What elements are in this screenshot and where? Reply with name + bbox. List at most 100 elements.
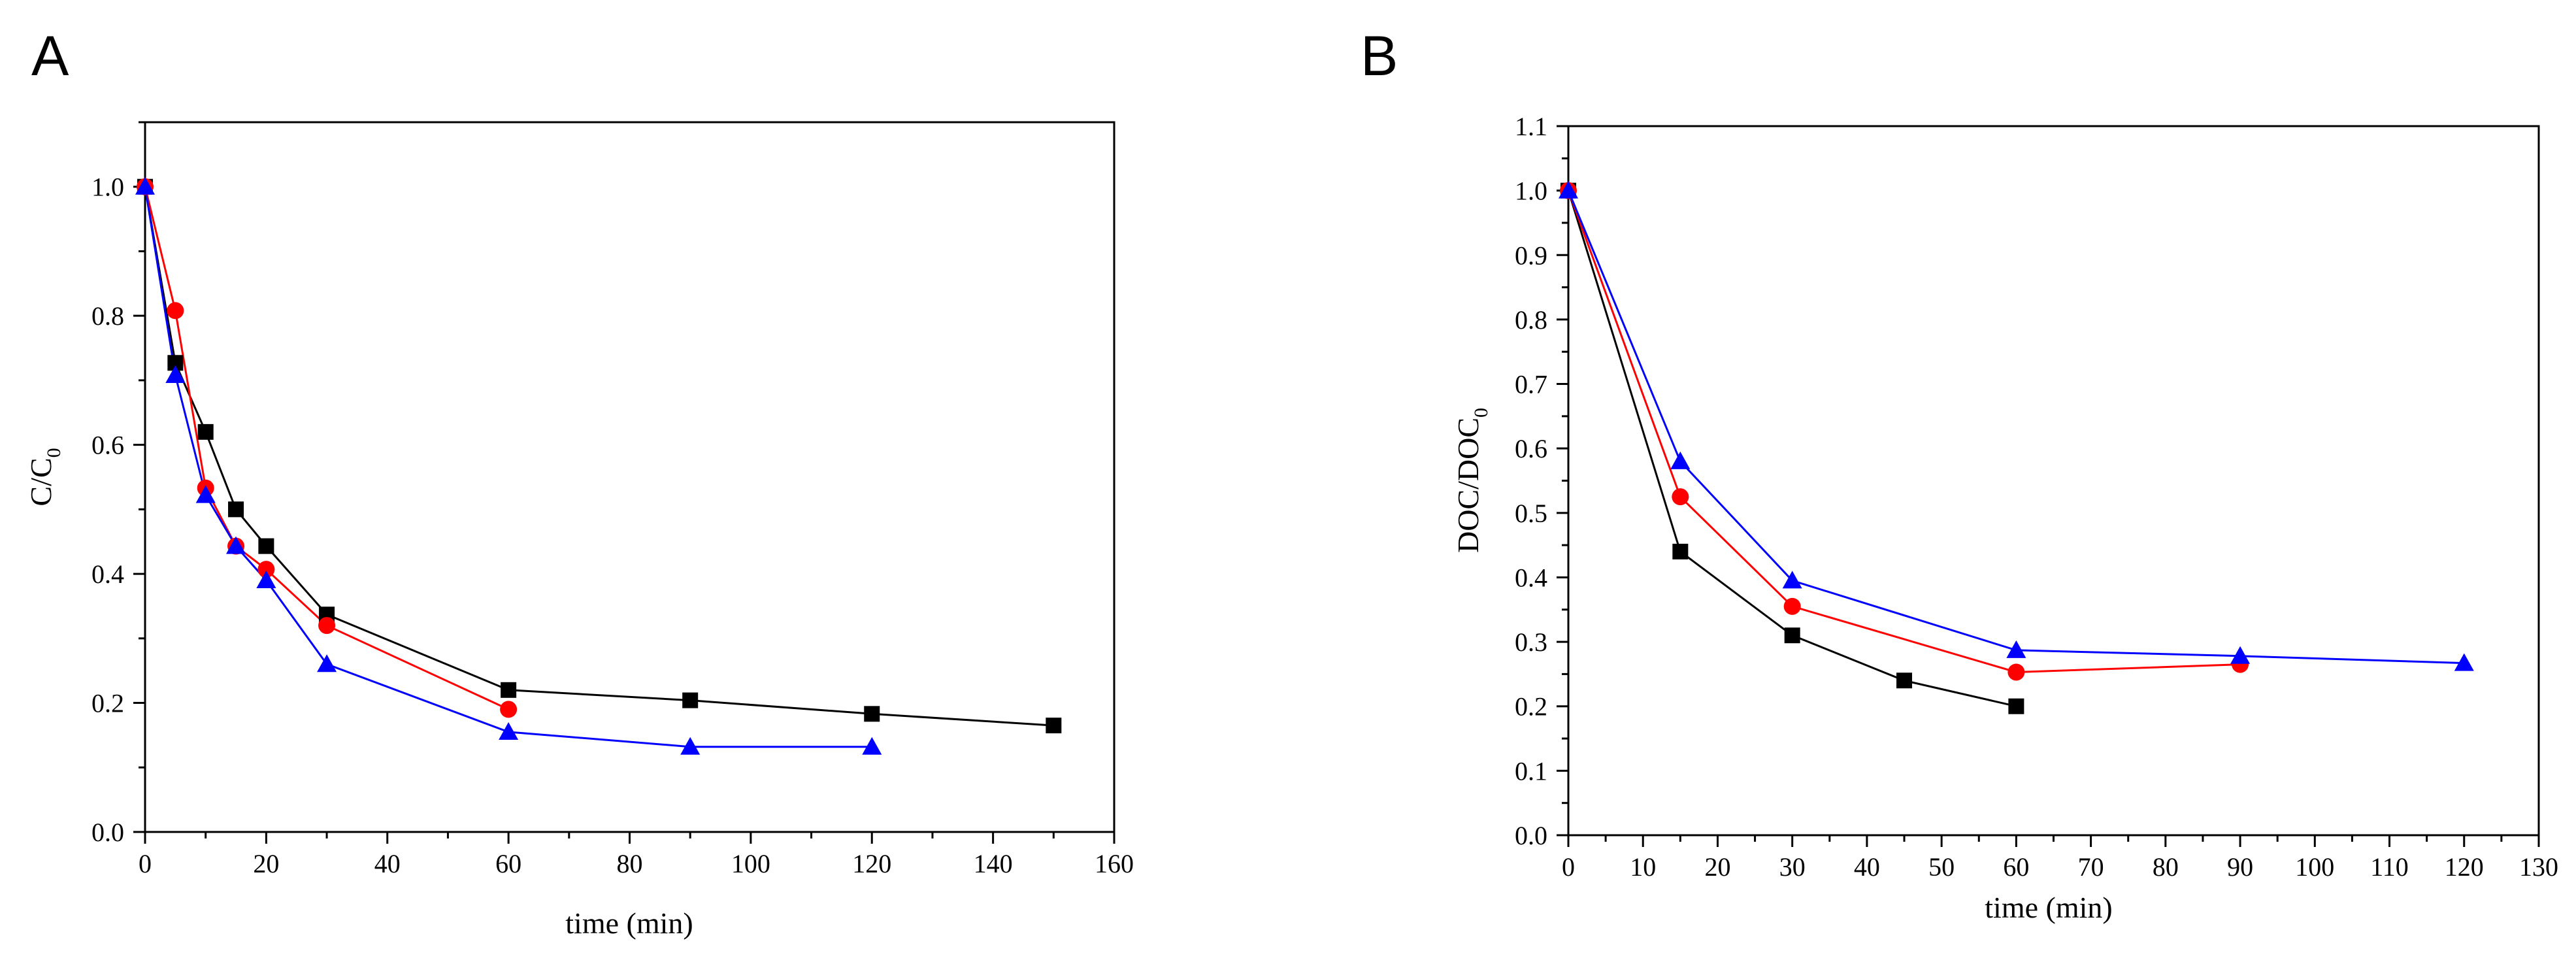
x-tick-label-a-6: 120 <box>852 849 891 878</box>
y-tick-label-a-4: 0.8 <box>91 301 124 331</box>
series-line-a-0 <box>144 186 1054 727</box>
point-b-2-5 <box>2454 653 2474 671</box>
x-tick-label-b-13: 130 <box>2519 852 2558 882</box>
series-line-a-2 <box>144 186 872 748</box>
y-tick-label-a-3: 0.6 <box>91 431 124 460</box>
y-tick-label-b-10: 1.0 <box>1515 176 1547 206</box>
point-a-1-5 <box>318 617 336 635</box>
point-a-1-6 <box>500 701 518 718</box>
series-layer-a <box>135 176 1062 755</box>
panel-label-b: B <box>1361 25 1398 88</box>
y-tick-label-b-2: 0.2 <box>1515 692 1547 722</box>
y-tick-label-b-7: 0.7 <box>1515 370 1547 399</box>
y-tick-label-b-11: 1.1 <box>1515 112 1547 141</box>
x-tick-label-b-5: 50 <box>1928 852 1955 882</box>
series-layer-b <box>1559 180 2474 714</box>
x-tick-label-a-5: 100 <box>731 849 770 878</box>
x-tick-label-b-2: 20 <box>1704 852 1730 882</box>
x-tick-label-b-10: 100 <box>2295 852 2334 882</box>
svg-text:DOC/DOC0: DOC/DOC0 <box>1451 408 1492 553</box>
panel-label-a: A <box>31 25 69 88</box>
x-tick-label-b-4: 40 <box>1854 852 1880 882</box>
point-b-2-3 <box>2006 640 2026 658</box>
series-line-b-1 <box>1567 190 2241 674</box>
x-tick-label-b-0: 0 <box>1562 852 1575 882</box>
x-tick-label-a-8: 160 <box>1095 849 1134 878</box>
x-tick-label-a-4: 80 <box>617 849 643 878</box>
point-b-1-2 <box>1783 597 1801 615</box>
y-tick-label-a-2: 0.4 <box>91 559 124 589</box>
x-tick-label-b-12: 120 <box>2445 852 2484 882</box>
point-a-2-4 <box>256 571 276 588</box>
point-b-1-1 <box>1672 488 1689 506</box>
point-a-2-1 <box>165 365 186 383</box>
point-b-0-3 <box>1896 672 1913 689</box>
point-a-2-8 <box>862 737 882 755</box>
x-tick-label-b-1: 10 <box>1630 852 1656 882</box>
x-ticks-a: 0 20 40 60 80 100 120 140 160 <box>139 832 1134 878</box>
y-axis-title-main-a: C/C <box>24 457 58 506</box>
point-a-2-6 <box>499 722 519 740</box>
x-tick-label-b-8: 80 <box>2153 852 2179 882</box>
point-a-2-5 <box>317 654 337 672</box>
x-tick-label-b-9: 90 <box>2227 852 2253 882</box>
x-tick-label-a-7: 140 <box>974 849 1013 878</box>
chart-b: B 0 10 20 30 40 50 60 70 80 90 100 110 120 130 0.0 0.1… <box>1361 25 2558 924</box>
point-a-0-3 <box>228 501 244 518</box>
y-tick-label-a-0: 0.0 <box>91 818 124 847</box>
point-b-2-1 <box>1670 451 1691 469</box>
x-tick-label-b-7: 70 <box>2078 852 2104 882</box>
y-ticks-a: 0.0 0.2 0.4 0.6 0.8 1.0 <box>91 121 145 847</box>
y-tick-label-b-4: 0.4 <box>1515 563 1547 592</box>
x-tick-label-b-6: 60 <box>2003 852 2029 882</box>
point-a-2-0 <box>135 176 155 195</box>
y-axis-title-main-b: DOC/DOC <box>1451 418 1485 553</box>
x-tick-label-b-11: 110 <box>2370 852 2409 882</box>
y-tick-label-b-3: 0.3 <box>1515 627 1547 657</box>
y-tick-label-a-5: 1.0 <box>91 173 124 202</box>
x-tick-label-a-2: 40 <box>374 849 401 878</box>
point-a-1-4 <box>257 561 275 578</box>
x-ticks-b: 0 10 20 30 40 50 60 70 80 90 100 110 120 130 <box>1562 835 2558 882</box>
y-axis-title-sub-b: 0 <box>1470 408 1492 418</box>
point-a-0-9 <box>1046 718 1062 734</box>
point-a-2-3 <box>226 536 246 554</box>
x-axis-title-b: time (min) <box>1985 891 2112 924</box>
chart-a: A 0 20 40 60 80 100 120 140 160 0.0 0.2 0.4 0.6 0.8 1… <box>24 25 1134 940</box>
svg-text:C/C0: C/C0 <box>24 448 65 506</box>
point-a-2-7 <box>680 737 701 755</box>
point-a-2-2 <box>195 485 216 503</box>
x-tick-label-a-3: 60 <box>495 849 521 878</box>
y-tick-label-b-5: 0.5 <box>1515 499 1547 528</box>
point-a-0-2 <box>197 423 214 440</box>
y-axis-title-a: C/C0 <box>24 448 65 506</box>
plot-frame-a <box>144 121 1115 833</box>
x-tick-label-a-1: 20 <box>253 849 279 878</box>
y-tick-label-b-8: 0.8 <box>1515 305 1547 335</box>
y-tick-label-b-6: 0.6 <box>1515 434 1547 463</box>
x-tick-label-a-0: 0 <box>139 849 152 878</box>
point-b-0-4 <box>2008 698 2024 714</box>
point-a-0-6 <box>501 682 517 698</box>
point-a-0-4 <box>258 538 274 554</box>
point-b-2-0 <box>1559 180 1578 199</box>
x-axis-title-a: time (min) <box>565 906 693 940</box>
point-b-0-1 <box>1672 544 1689 559</box>
y-tick-label-b-9: 0.9 <box>1515 241 1547 270</box>
y-tick-label-b-0: 0.0 <box>1515 821 1547 850</box>
point-b-2-4 <box>2230 646 2251 664</box>
point-b-1-3 <box>2007 663 2025 681</box>
point-a-0-7 <box>682 692 699 708</box>
point-a-1-1 <box>167 302 184 320</box>
y-axis-title-sub-a: 0 <box>43 448 65 457</box>
point-b-2-2 <box>1782 571 1802 589</box>
point-a-0-8 <box>864 706 880 722</box>
series-line-b-2 <box>1567 190 2464 665</box>
x-tick-label-b-3: 30 <box>1779 852 1806 882</box>
y-tick-label-a-1: 0.2 <box>91 689 124 718</box>
y-ticks-b: 0.0 0.1 0.2 0.3 0.4 0.5 0.6 0.7 0.8 0.9 1.0 1.1 <box>1515 112 1568 850</box>
point-b-0-2 <box>1784 627 1800 644</box>
y-axis-title-b: DOC/DOC0 <box>1451 408 1492 553</box>
plot-frame-b <box>1567 125 2540 837</box>
